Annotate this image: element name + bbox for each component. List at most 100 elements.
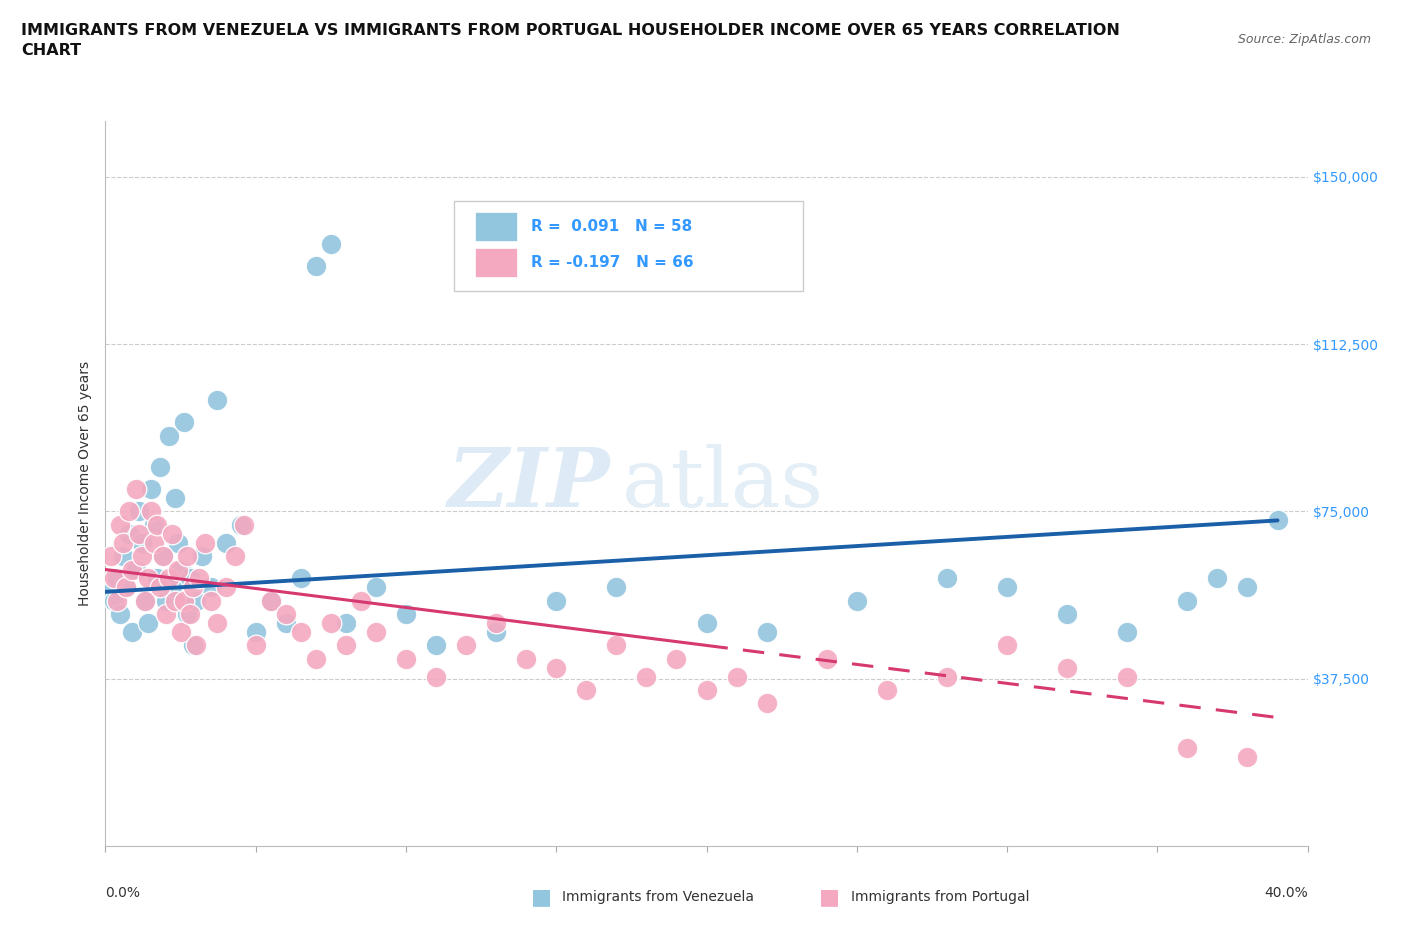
Y-axis label: Householder Income Over 65 years: Householder Income Over 65 years — [79, 361, 93, 606]
Text: R = -0.197   N = 66: R = -0.197 N = 66 — [531, 255, 693, 270]
Point — [136, 571, 159, 586]
Point — [124, 482, 146, 497]
Point — [128, 526, 150, 541]
Point — [173, 415, 195, 430]
Point — [107, 571, 129, 586]
Point — [454, 638, 477, 653]
Point — [605, 580, 627, 595]
Point — [157, 571, 180, 586]
Point — [121, 562, 143, 577]
Point — [696, 683, 718, 698]
Point — [160, 526, 183, 541]
Point — [142, 536, 165, 551]
Point — [214, 536, 236, 551]
Point — [181, 580, 204, 595]
Point — [1056, 660, 1078, 675]
Point — [350, 593, 373, 608]
Point — [139, 482, 162, 497]
Point — [166, 536, 188, 551]
Point — [134, 593, 156, 608]
Point — [485, 616, 508, 631]
Point — [181, 638, 204, 653]
Point — [1056, 606, 1078, 621]
Text: ■: ■ — [531, 887, 551, 908]
Text: atlas: atlas — [623, 444, 824, 524]
Point — [148, 580, 170, 595]
Point — [155, 593, 177, 608]
Text: R =  0.091   N = 58: R = 0.091 N = 58 — [531, 219, 692, 233]
Point — [290, 571, 312, 586]
Point — [274, 606, 297, 621]
Text: 0.0%: 0.0% — [105, 886, 141, 900]
Point — [1116, 625, 1139, 640]
Point — [190, 549, 212, 564]
Point — [335, 638, 357, 653]
Point — [755, 625, 778, 640]
Point — [665, 651, 688, 666]
Point — [205, 392, 228, 407]
Point — [995, 580, 1018, 595]
Point — [176, 549, 198, 564]
Point — [134, 593, 156, 608]
Point — [245, 625, 267, 640]
Point — [131, 549, 153, 564]
Point — [936, 571, 959, 586]
Point — [290, 625, 312, 640]
Point — [245, 638, 267, 653]
Point — [184, 638, 207, 653]
Point — [815, 651, 838, 666]
Point — [184, 593, 207, 608]
FancyBboxPatch shape — [454, 201, 803, 291]
Point — [118, 504, 141, 519]
Point — [163, 491, 186, 506]
Text: 40.0%: 40.0% — [1264, 886, 1308, 900]
Point — [121, 625, 143, 640]
Point — [142, 517, 165, 532]
Point — [425, 670, 447, 684]
Point — [205, 616, 228, 631]
Point — [319, 616, 342, 631]
Point — [636, 670, 658, 684]
Point — [115, 580, 138, 595]
Point — [128, 504, 150, 519]
Text: Immigrants from Venezuela: Immigrants from Venezuela — [562, 890, 755, 905]
Point — [152, 549, 174, 564]
Point — [395, 606, 418, 621]
Text: Source: ZipAtlas.com: Source: ZipAtlas.com — [1237, 33, 1371, 46]
Point — [200, 593, 222, 608]
Point — [214, 580, 236, 595]
Point — [696, 616, 718, 631]
Point — [1236, 750, 1258, 764]
Point — [260, 593, 283, 608]
Point — [305, 651, 328, 666]
Point — [169, 625, 191, 640]
Point — [110, 517, 132, 532]
Text: ■: ■ — [820, 887, 839, 908]
Point — [485, 625, 508, 640]
Text: Immigrants from Portugal: Immigrants from Portugal — [851, 890, 1029, 905]
Point — [131, 536, 153, 551]
Point — [179, 571, 201, 586]
Point — [232, 517, 254, 532]
Point — [169, 562, 191, 577]
Point — [103, 571, 125, 586]
Point — [319, 236, 342, 251]
Point — [1116, 670, 1139, 684]
Point — [224, 549, 246, 564]
Point — [145, 517, 167, 532]
Point — [110, 606, 132, 621]
Point — [152, 549, 174, 564]
Point — [364, 580, 387, 595]
Point — [1236, 580, 1258, 595]
Point — [1206, 571, 1229, 586]
Point — [364, 625, 387, 640]
Point — [139, 504, 162, 519]
Point — [260, 593, 283, 608]
Bar — [474, 211, 516, 241]
Point — [118, 526, 141, 541]
Point — [136, 616, 159, 631]
Point — [187, 571, 209, 586]
Point — [124, 562, 146, 577]
Point — [1267, 513, 1289, 528]
Point — [995, 638, 1018, 653]
